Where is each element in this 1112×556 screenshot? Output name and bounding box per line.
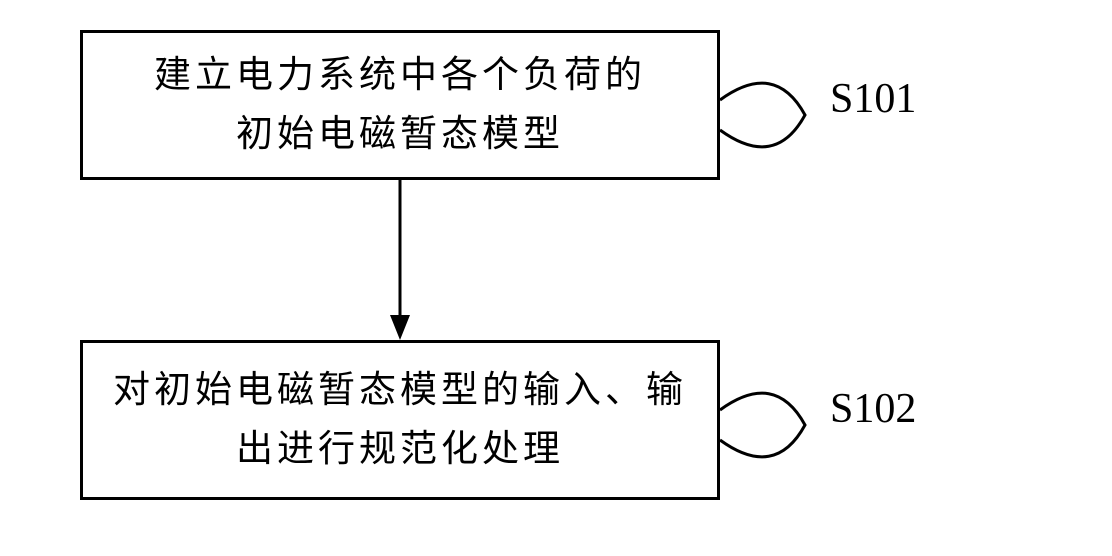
connector-curve-1 <box>720 70 830 160</box>
node-2-text: 对初始电磁暂态模型的输入、输 出进行规范化处理 <box>113 361 687 479</box>
node-2-line2: 出进行规范化处理 <box>236 429 564 470</box>
step-label-2: S102 <box>830 385 916 433</box>
node-2-line1: 对初始电磁暂态模型的输入、输 <box>113 370 687 411</box>
node-1-line2: 初始电磁暂态模型 <box>236 114 564 155</box>
connector-curve-2 <box>720 380 830 470</box>
step-label-1: S101 <box>830 75 916 123</box>
flowchart-node-1: 建立电力系统中各个负荷的 初始电磁暂态模型 <box>80 30 720 180</box>
flowchart-node-2: 对初始电磁暂态模型的输入、输 出进行规范化处理 <box>80 340 720 500</box>
node-1-line1: 建立电力系统中各个负荷的 <box>154 55 646 96</box>
flowchart-arrow <box>390 180 410 340</box>
flowchart-diagram: 建立电力系统中各个负荷的 初始电磁暂态模型 S101 对初始电磁暂态模型的输入、… <box>80 30 1030 530</box>
node-1-text: 建立电力系统中各个负荷的 初始电磁暂态模型 <box>154 46 646 164</box>
